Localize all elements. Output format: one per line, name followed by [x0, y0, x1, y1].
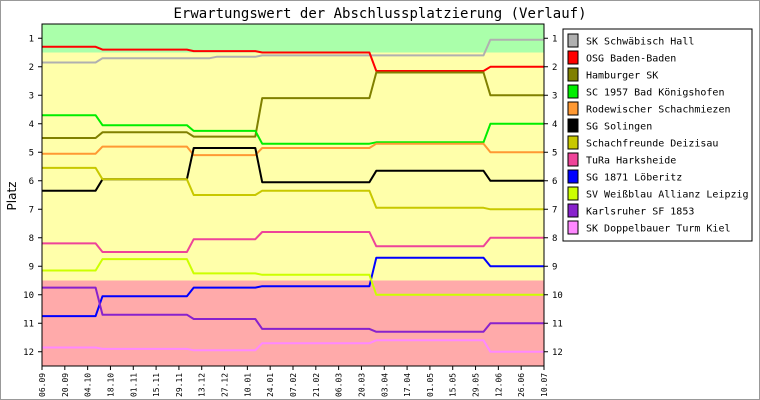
- x-tick-label-17: 01.05: [426, 373, 435, 397]
- x-tick-label-3: 18.10: [106, 373, 115, 397]
- legend-swatch-1: [567, 50, 579, 65]
- x-tick-label-18: 15.05: [449, 373, 458, 397]
- y-tick-label-right-7: 7: [552, 205, 557, 215]
- legend-swatch-10: [567, 203, 579, 218]
- y-tick-label-left-2: 2: [29, 63, 34, 73]
- y-tick-label-left-5: 5: [29, 148, 34, 158]
- series-line-3: [42, 114, 544, 145]
- x-tick-label-9: 10.01: [243, 373, 252, 397]
- legend-label-3: SC 1957 Bad Königshofen: [586, 88, 724, 99]
- x-tick-label-4: 01.11: [129, 373, 138, 397]
- y-tick-label-left-1: 1: [29, 34, 34, 44]
- y-tick-label-right-5: 5: [552, 148, 557, 158]
- series-line-8: [42, 256, 544, 318]
- y-tick-label-left-7: 7: [29, 205, 34, 215]
- legend-label-8: SG 1871 Löberitz: [586, 173, 682, 184]
- legend-label-6: Schachfreunde Deizisau: [586, 139, 718, 150]
- series-line-0: [42, 38, 544, 64]
- legend-box: [562, 28, 753, 242]
- legend-swatch-6: [567, 135, 579, 150]
- x-tick-label-5: 15.11: [152, 373, 161, 397]
- series-line-7: [42, 231, 544, 253]
- plot-area-border: [41, 23, 545, 367]
- x-tick-label-6: 29.11: [175, 373, 184, 397]
- x-tick-label-20: 12.06: [494, 373, 503, 397]
- legend: SK Schwäbisch Hall OSG Baden-Baden Hamburg…: [562, 28, 753, 242]
- y-tick-label-right-4: 4: [552, 120, 557, 130]
- y-tick-label-left-12: 12: [23, 348, 34, 358]
- legend-label-1: OSG Baden-Baden: [586, 54, 676, 65]
- y-tick-label-left-9: 9: [29, 262, 34, 272]
- y-tick-label-right-9: 9: [552, 262, 557, 272]
- series-line-11: [42, 339, 544, 353]
- legend-swatch-3: [567, 84, 579, 99]
- y-tick-label-left-11: 11: [23, 319, 34, 329]
- y-tick-label-right-2: 2: [552, 63, 557, 73]
- y-tick-label-left-10: 10: [23, 291, 34, 301]
- legend-swatch-9: [567, 186, 579, 201]
- y-tick-label-right-3: 3: [552, 91, 557, 101]
- x-tick-label-10: 24.01: [266, 373, 275, 397]
- x-tick-label-15: 03.04: [380, 373, 389, 397]
- y-tick-label-right-12: 12: [552, 348, 563, 358]
- legend-swatch-5: [567, 118, 579, 133]
- x-tick-label-7: 13.12: [198, 373, 207, 397]
- x-tick-label-0: 06.09: [38, 373, 47, 397]
- legend-label-10: Karlsruher SF 1853: [586, 207, 694, 218]
- legend-swatch-7: [567, 152, 579, 167]
- x-tick-label-22: 10.07: [540, 373, 549, 397]
- x-tick-label-11: 07.02: [289, 373, 298, 397]
- y-tick-label-left-3: 3: [29, 91, 34, 101]
- y-tick-label-left-8: 8: [29, 234, 34, 244]
- zone-1: [42, 52, 544, 281]
- legend-swatch-11: [567, 220, 579, 235]
- y-axis-label: Platz: [5, 182, 19, 211]
- legend-label-4: Rodewischer Schachmiezen: [586, 105, 731, 116]
- series-line-2: [42, 71, 544, 139]
- chart-title: Erwartungswert der Abschlussplatzierung …: [173, 6, 586, 22]
- x-tick-label-2: 04.10: [84, 373, 93, 397]
- legend-swatch-4: [567, 101, 579, 116]
- y-tick-label-right-8: 8: [552, 234, 557, 244]
- legend-swatch-8: [567, 169, 579, 184]
- y-tick-label-right-10: 10: [552, 291, 563, 301]
- x-tick-label-1: 20.09: [61, 373, 70, 397]
- x-tick-label-8: 27.12: [221, 373, 230, 397]
- zone-0: [42, 24, 544, 53]
- legend-label-9: SV Weißblau Allianz Leipzig: [586, 190, 749, 201]
- series-lines: [42, 38, 544, 353]
- y-tick-label-left-6: 6: [29, 177, 34, 187]
- x-tick-label-16: 17.04: [403, 373, 412, 397]
- zone-2: [42, 280, 544, 366]
- y-tick-label-left-4: 4: [29, 120, 34, 130]
- legend-label-5: SG Solingen: [586, 122, 652, 133]
- series-line-4: [42, 142, 544, 157]
- legend-label-2: Hamburger SK: [586, 71, 658, 82]
- x-tick-label-21: 26.06: [517, 373, 526, 397]
- series-line-10: [42, 286, 544, 333]
- series-line-1: [42, 45, 544, 72]
- y-tick-label-right-1: 1: [552, 34, 557, 44]
- legend-swatch-0: [567, 33, 579, 48]
- legend-label-7: TuRa Harksheide: [586, 156, 676, 167]
- x-tick-label-19: 29.05: [472, 373, 481, 397]
- x-tick-label-12: 21.02: [312, 373, 321, 397]
- y-tick-label-right-6: 6: [552, 177, 557, 187]
- x-tick-label-14: 20.03: [357, 373, 366, 397]
- series-line-9: [42, 258, 544, 296]
- x-tick-label-13: 06.03: [335, 373, 344, 397]
- legend-label-0: SK Schwäbisch Hall: [586, 37, 694, 48]
- series-line-6: [42, 166, 544, 211]
- legend-swatch-2: [567, 67, 579, 82]
- y-tick-label-right-11: 11: [552, 319, 563, 329]
- legend-label-11: SK Doppelbauer Turm Kiel: [586, 224, 731, 235]
